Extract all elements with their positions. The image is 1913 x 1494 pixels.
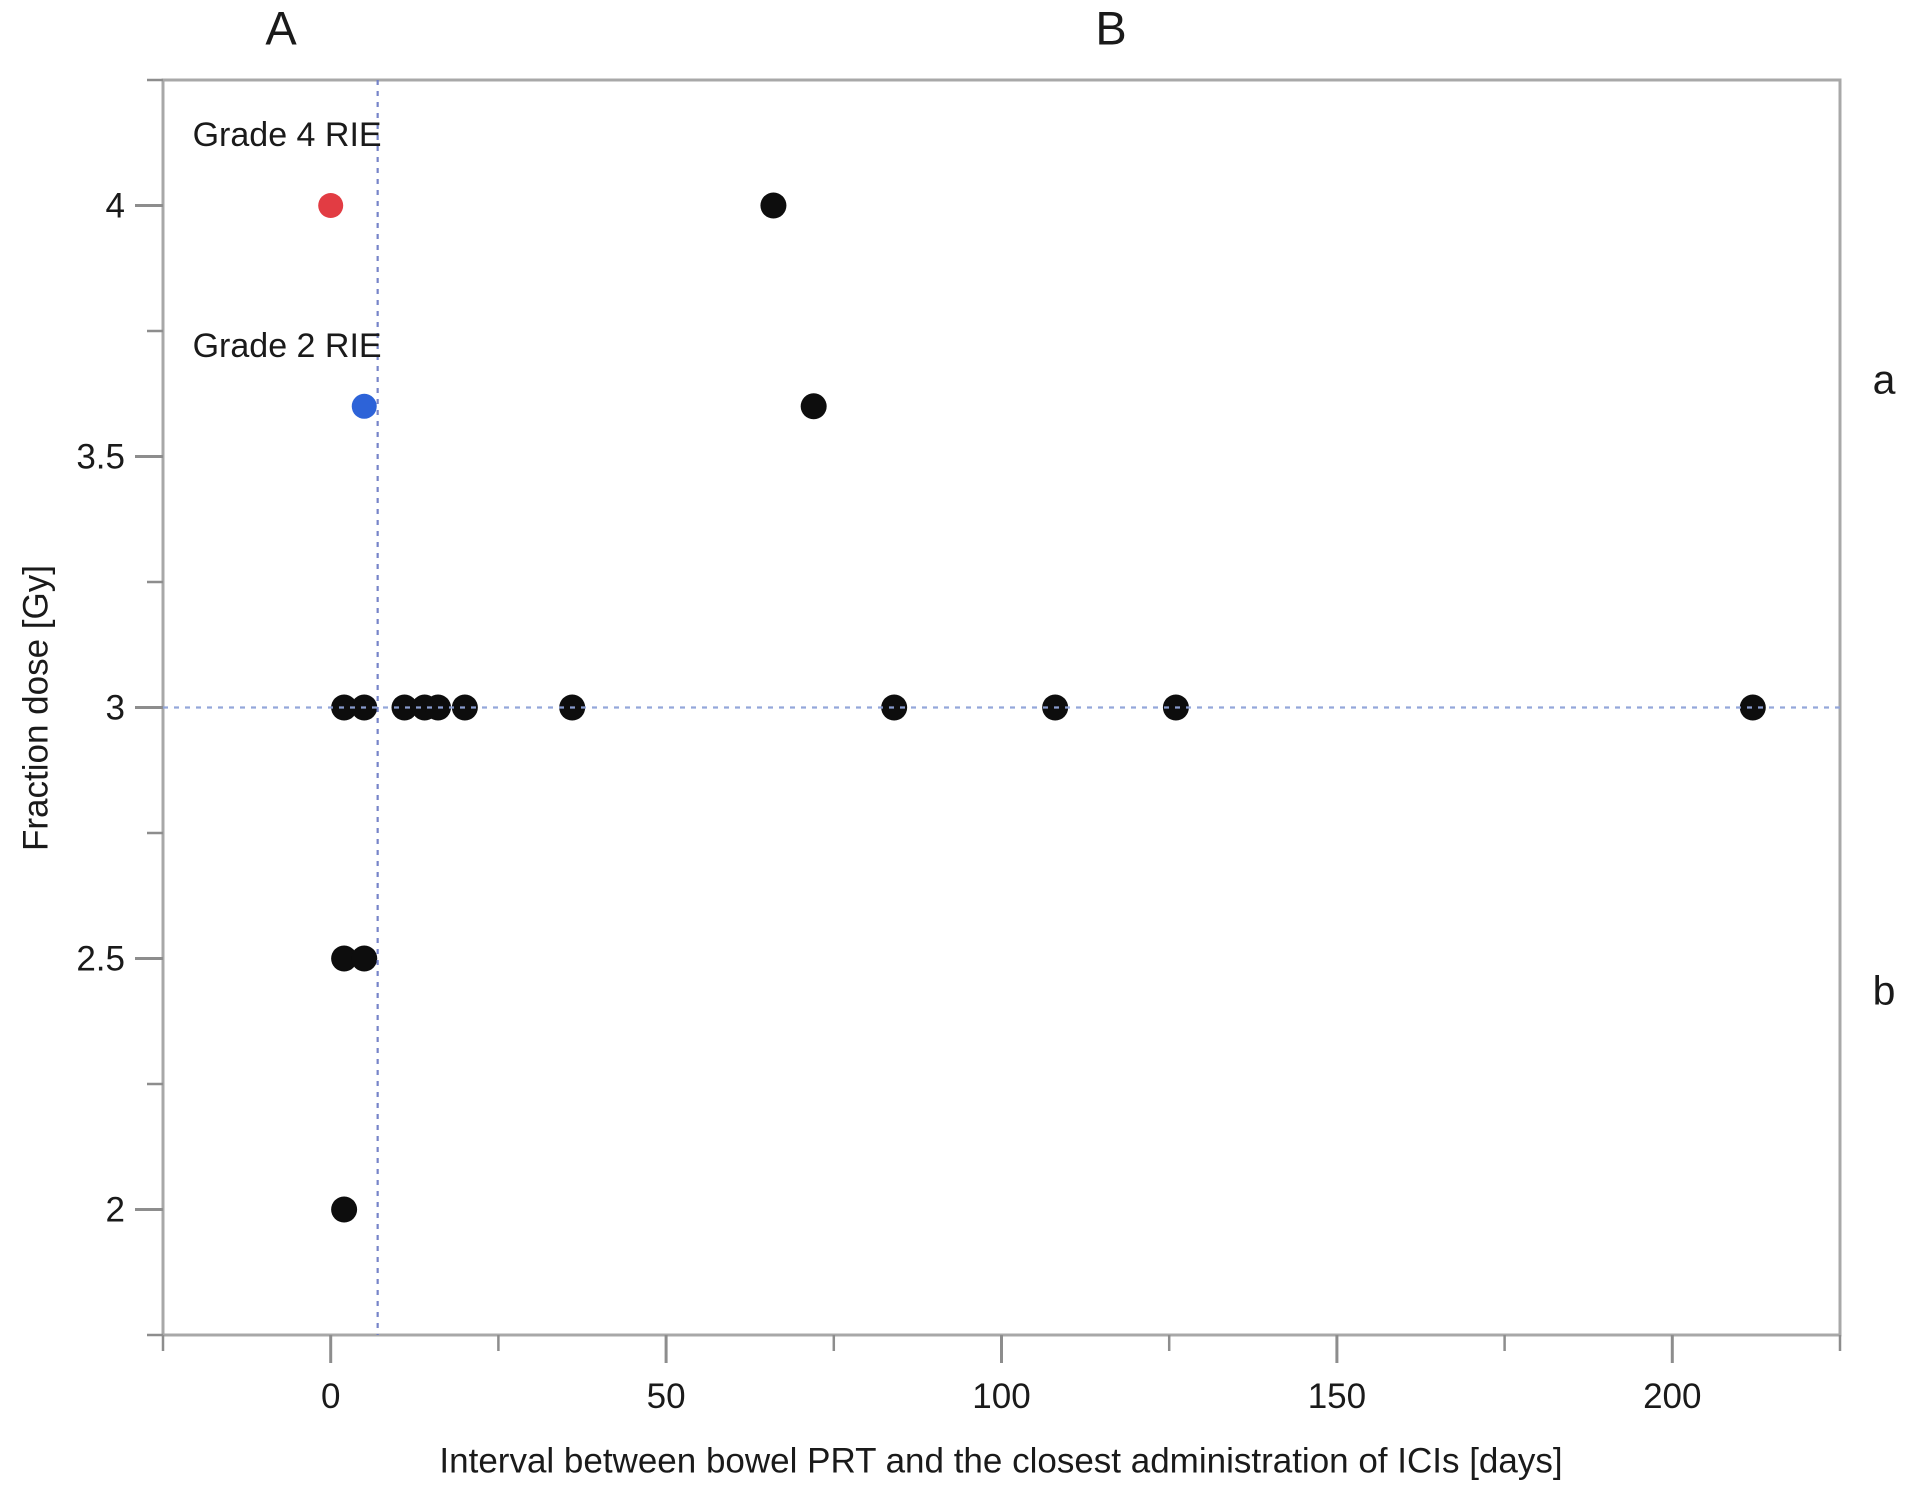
y-axis-title: Fraction dose [Gy] [16, 565, 56, 851]
x-tick-label: 150 [1308, 1377, 1366, 1416]
data-point [391, 694, 418, 721]
data-point [331, 1196, 358, 1223]
data-point [1739, 694, 1766, 721]
grade2-rie-annotation: Grade 2 RIE [192, 327, 382, 366]
data-point [800, 393, 827, 420]
y-tick-label: 3 [106, 689, 125, 728]
data-point [351, 945, 378, 972]
side-label-a: a [1872, 356, 1896, 403]
panel-label-B: B [1095, 1, 1127, 55]
data-point [881, 694, 908, 721]
side-label-b: b [1872, 967, 1896, 1014]
panel-label-A: A [265, 1, 297, 55]
data-point [760, 192, 787, 219]
y-tick-label: 2.5 [76, 940, 125, 979]
grade4-rie-annotation: Grade 4 RIE [192, 116, 382, 155]
x-axis-title: Interval between bowel PRT and the close… [439, 1441, 1563, 1481]
x-tick-label: 0 [321, 1377, 340, 1416]
x-tick-label: 50 [647, 1377, 686, 1416]
x-tick-label: 200 [1643, 1377, 1701, 1416]
y-tick-label: 2 [106, 1191, 125, 1230]
x-tick-label: 100 [972, 1377, 1030, 1416]
data-point [318, 193, 344, 218]
data-point [331, 694, 358, 721]
y-tick-label: 4 [106, 187, 125, 226]
data-point [331, 945, 358, 972]
data-point [351, 393, 377, 419]
y-tick-label: 3.5 [76, 438, 125, 477]
